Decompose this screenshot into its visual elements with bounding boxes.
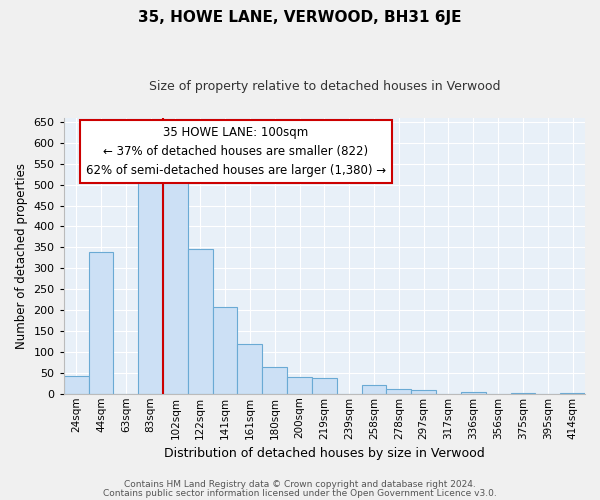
Bar <box>64 376 89 394</box>
Bar <box>138 176 163 394</box>
Bar <box>362 386 386 394</box>
X-axis label: Distribution of detached houses by size in Verwood: Distribution of detached houses by size … <box>164 447 485 460</box>
Bar <box>262 366 287 394</box>
Title: Size of property relative to detached houses in Verwood: Size of property relative to detached ho… <box>149 80 500 93</box>
Bar <box>560 392 585 394</box>
Bar <box>461 392 486 394</box>
Text: 35 HOWE LANE: 100sqm
← 37% of detached houses are smaller (822)
62% of semi-deta: 35 HOWE LANE: 100sqm ← 37% of detached h… <box>86 126 386 177</box>
Bar <box>238 344 262 394</box>
Bar <box>287 377 312 394</box>
Bar <box>163 169 188 394</box>
Bar <box>511 392 535 394</box>
Bar <box>411 390 436 394</box>
Bar <box>89 252 113 394</box>
Text: Contains public sector information licensed under the Open Government Licence v3: Contains public sector information licen… <box>103 488 497 498</box>
Text: 35, HOWE LANE, VERWOOD, BH31 6JE: 35, HOWE LANE, VERWOOD, BH31 6JE <box>138 10 462 25</box>
Text: Contains HM Land Registry data © Crown copyright and database right 2024.: Contains HM Land Registry data © Crown c… <box>124 480 476 489</box>
Bar <box>312 378 337 394</box>
Y-axis label: Number of detached properties: Number of detached properties <box>15 163 28 349</box>
Bar <box>212 307 238 394</box>
Bar <box>188 250 212 394</box>
Bar <box>386 388 411 394</box>
